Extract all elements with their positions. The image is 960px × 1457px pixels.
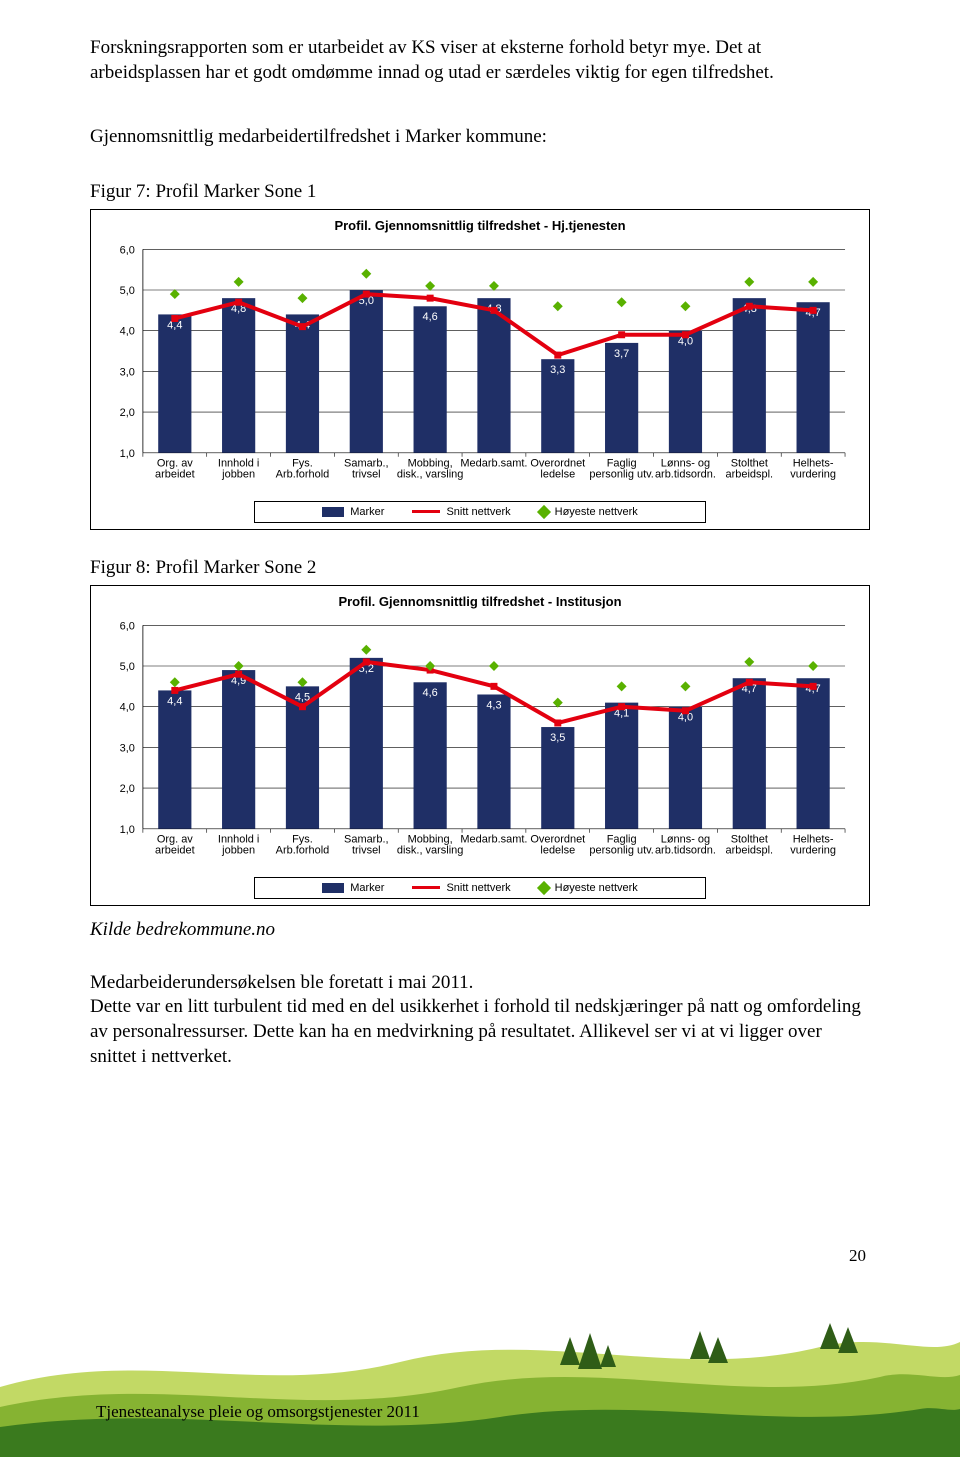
svg-text:arb.tidsordn.: arb.tidsordn. <box>655 468 716 480</box>
legend-line-swatch <box>412 886 440 889</box>
legend-diamond: Høyeste nettverk <box>539 505 638 519</box>
legend-diamond-label: Høyeste nettverk <box>555 881 638 895</box>
chart7-container: Profil. Gjennomsnittlig tilfredshet - Hj… <box>90 209 870 530</box>
svg-text:arbeidspl.: arbeidspl. <box>726 844 774 856</box>
svg-text:3,0: 3,0 <box>120 366 135 378</box>
svg-text:ledelse: ledelse <box>540 468 575 480</box>
figure7-caption: Figur 7: Profil Marker Sone 1 <box>90 180 870 205</box>
svg-text:4,4: 4,4 <box>167 695 182 707</box>
legend-bar: Marker <box>322 881 384 895</box>
chart8-title: Profil. Gjennomsnittlig tilfredshet - In… <box>101 594 859 611</box>
svg-text:2,0: 2,0 <box>120 783 135 795</box>
source-citation: Kilde bedrekommune.no <box>90 918 870 943</box>
svg-text:jobben: jobben <box>221 468 255 480</box>
svg-text:jobben: jobben <box>221 844 255 856</box>
svg-text:disk., varsling: disk., varsling <box>397 844 463 856</box>
svg-text:disk., varsling: disk., varsling <box>397 468 463 480</box>
intro-paragraph: Forskningsrapporten som er utarbeidet av… <box>90 36 870 85</box>
svg-text:Medarb.samt.: Medarb.samt. <box>460 833 527 845</box>
svg-text:3,7: 3,7 <box>614 348 629 360</box>
legend-line-label: Snitt nettverk <box>446 881 510 895</box>
svg-text:Arb.forhold: Arb.forhold <box>276 468 330 480</box>
svg-text:arbeidet: arbeidet <box>155 844 195 856</box>
svg-text:6,0: 6,0 <box>120 244 135 256</box>
svg-text:trivsel: trivsel <box>352 468 381 480</box>
legend-line: Snitt nettverk <box>412 881 510 895</box>
legend-bar-swatch <box>322 883 344 893</box>
svg-text:vurdering: vurdering <box>790 468 836 480</box>
svg-text:2,0: 2,0 <box>120 407 135 419</box>
svg-text:5,0: 5,0 <box>120 285 135 297</box>
svg-text:arb.tidsordn.: arb.tidsordn. <box>655 844 716 856</box>
svg-text:arbeidet: arbeidet <box>155 468 195 480</box>
svg-text:3,3: 3,3 <box>550 364 565 376</box>
legend-line: Snitt nettverk <box>412 505 510 519</box>
closing-para-2: Dette var en litt turbulent tid med en d… <box>90 995 870 1069</box>
closing-para-1: Medarbeiderundersøkelsen ble foretatt i … <box>90 971 870 996</box>
svg-text:Medarb.samt.: Medarb.samt. <box>460 457 527 469</box>
chart8-svg: 1,02,03,04,05,06,04,4Org. avarbeidet4,9I… <box>101 619 859 869</box>
footer-caption: Tjenesteanalyse pleie og omsorgstjeneste… <box>96 1401 420 1423</box>
svg-text:vurdering: vurdering <box>790 844 836 856</box>
svg-text:1,0: 1,0 <box>120 823 135 835</box>
legend-bar-swatch <box>322 507 344 517</box>
svg-text:3,5: 3,5 <box>550 732 565 744</box>
svg-text:personlig utv.: personlig utv. <box>589 468 653 480</box>
chart7-svg: 1,02,03,04,05,06,04,4Org. avarbeidet4,8I… <box>101 243 859 493</box>
svg-text:4,0: 4,0 <box>120 701 135 713</box>
svg-text:arbeidspl.: arbeidspl. <box>726 468 774 480</box>
legend-line-swatch <box>412 510 440 513</box>
section-heading: Gjennomsnittlig medarbeidertilfredshet i… <box>90 125 870 150</box>
chart8-container: Profil. Gjennomsnittlig tilfredshet - In… <box>90 585 870 906</box>
footer-graphic-svg <box>0 1287 960 1457</box>
svg-text:6,0: 6,0 <box>120 620 135 632</box>
svg-text:1,0: 1,0 <box>120 447 135 459</box>
svg-text:3,0: 3,0 <box>120 742 135 754</box>
legend-diamond-swatch <box>537 881 551 895</box>
chart7-title: Profil. Gjennomsnittlig tilfredshet - Hj… <box>101 218 859 235</box>
legend-diamond-label: Høyeste nettverk <box>555 505 638 519</box>
legend-diamond: Høyeste nettverk <box>539 881 638 895</box>
svg-text:personlig utv.: personlig utv. <box>589 844 653 856</box>
svg-text:4,3: 4,3 <box>486 699 501 711</box>
svg-text:ledelse: ledelse <box>540 844 575 856</box>
svg-text:4,6: 4,6 <box>423 311 438 323</box>
chart7-legend: Marker Snitt nettverk Høyeste nettverk <box>254 501 706 523</box>
page-number: 20 <box>849 1245 866 1267</box>
svg-text:5,0: 5,0 <box>120 661 135 673</box>
legend-diamond-swatch <box>537 505 551 519</box>
legend-bar-label: Marker <box>350 505 384 519</box>
figure8-caption: Figur 8: Profil Marker Sone 2 <box>90 556 870 581</box>
footer-graphic <box>0 1287 960 1457</box>
chart8-legend: Marker Snitt nettverk Høyeste nettverk <box>254 877 706 899</box>
legend-line-label: Snitt nettverk <box>446 505 510 519</box>
svg-text:Arb.forhold: Arb.forhold <box>276 844 330 856</box>
legend-bar-label: Marker <box>350 881 384 895</box>
legend-bar: Marker <box>322 505 384 519</box>
svg-text:trivsel: trivsel <box>352 844 381 856</box>
svg-text:4,6: 4,6 <box>423 687 438 699</box>
svg-text:4,0: 4,0 <box>120 325 135 337</box>
